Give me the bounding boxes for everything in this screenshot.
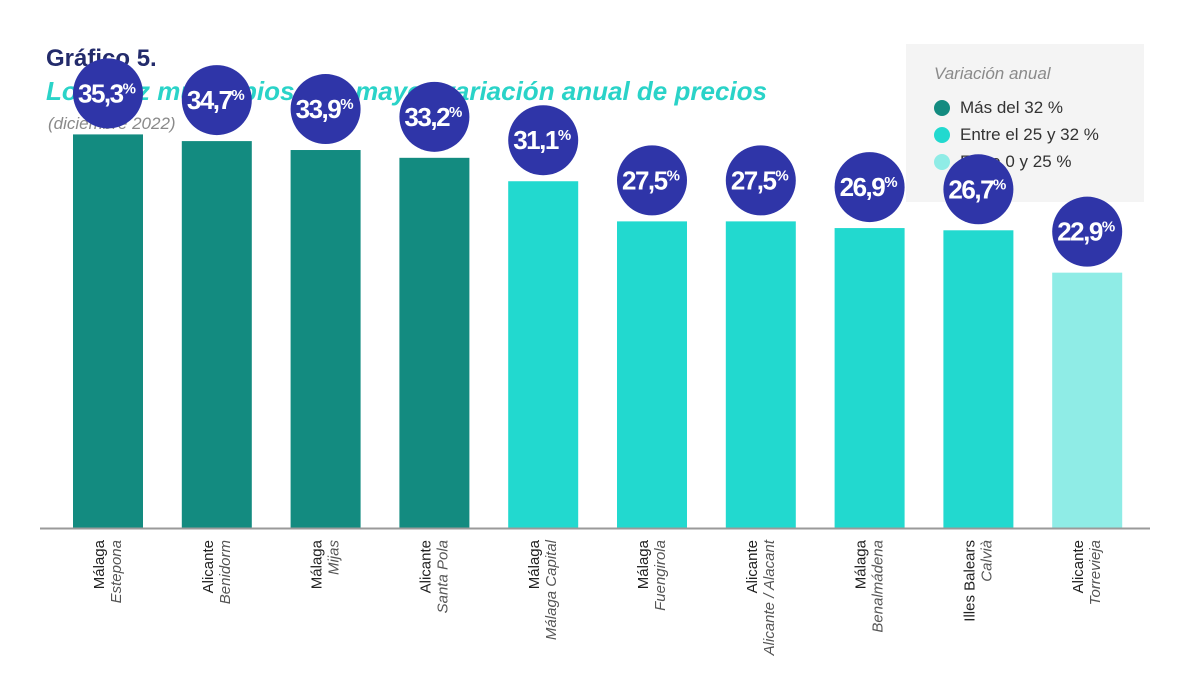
x-tick-label: Málaga Mijas (309, 539, 343, 589)
municipality-label: Estepona (108, 540, 125, 603)
legend-title: Variación anual (934, 64, 1051, 83)
municipality-label: Benidorm (217, 540, 234, 604)
province-label: Alicante (200, 540, 217, 593)
municipality-label: Fuengirola (652, 540, 669, 611)
province-label: Málaga (526, 539, 543, 589)
municipality-label: Mijas (326, 540, 343, 576)
x-tick-label: Málaga Benalmádena (853, 539, 887, 632)
x-tick-label: Málaga Estepona (91, 539, 125, 603)
province-label: Málaga (91, 539, 108, 589)
bar (725, 221, 796, 528)
province-label: Alicante (744, 540, 761, 593)
value-bubble (943, 154, 1014, 225)
legend-swatch-high (934, 99, 950, 116)
bar (181, 141, 252, 528)
legend-item-high: Más del 32 % (934, 94, 1144, 121)
province-label: Málaga (853, 539, 870, 589)
municipality-label: Torrevieja (1087, 540, 1104, 605)
legend-label-high: Más del 32 % (960, 97, 1063, 117)
bar (1052, 272, 1123, 528)
legend-item-mid: Entre el 25 y 32 % (934, 121, 1144, 148)
municipality-label: Benalmádena (870, 540, 887, 633)
x-tick-label: Alicante Torrevieja (1070, 540, 1104, 605)
value-bubble (725, 145, 796, 216)
municipality-label: Santa Pola (434, 540, 451, 613)
province-label: Málaga (635, 539, 652, 589)
bar (943, 230, 1014, 529)
municipality-label: Alicante / Alacant (761, 539, 778, 656)
x-tick-label: Alicante Santa Pola (417, 540, 451, 613)
province-label: Málaga (309, 539, 326, 589)
province-label: Alicante (417, 540, 434, 593)
value-bubble (181, 65, 252, 136)
x-tick-label: Málaga Fuengirola (635, 539, 669, 611)
bar (508, 181, 579, 529)
legend-swatch-low (934, 153, 950, 170)
municipality-label: Málaga Capital (543, 539, 560, 640)
bar (73, 134, 143, 528)
x-tick-label: Alicante Benidorm (200, 540, 234, 604)
province-label: Alicante (1070, 540, 1087, 593)
bar (290, 150, 361, 528)
value-bubble (617, 145, 687, 216)
province-label: Illes Balears (961, 540, 978, 622)
bar (399, 157, 470, 528)
legend-swatch-mid (934, 126, 950, 143)
value-bubble (399, 81, 470, 152)
value-bubble (1052, 196, 1123, 267)
value-bubble (834, 152, 905, 223)
value-bubble (290, 74, 361, 145)
value-bubble (508, 105, 579, 176)
x-tick-label: Alicante Alicante / Alacant (744, 539, 778, 656)
value-bubble (73, 58, 143, 129)
legend-label-mid: Entre el 25 y 32 % (960, 124, 1099, 144)
x-tick-label: Illes Balears Calvià (961, 540, 995, 622)
x-tick-label: Málaga Málaga Capital (526, 539, 560, 640)
bar (617, 221, 687, 528)
municipality-label: Calvià (978, 540, 995, 582)
data-label: 26,7% (948, 174, 1006, 204)
bar (834, 228, 905, 528)
